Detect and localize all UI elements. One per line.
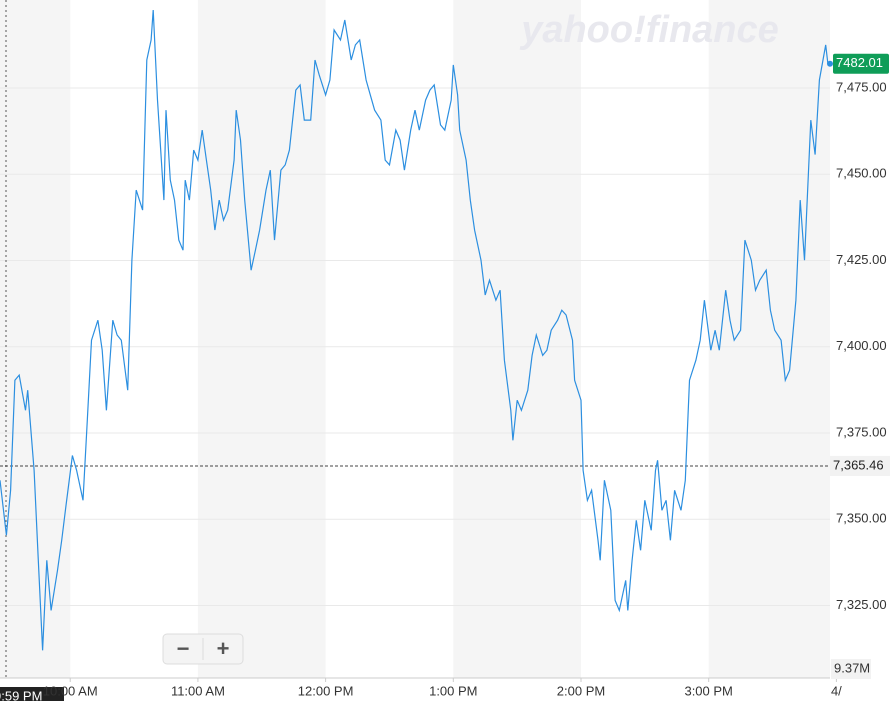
volume-max-label: 9.37M <box>834 660 870 675</box>
logo: yahoo!finance <box>519 9 779 51</box>
y-tick-label: 7,450.00 <box>836 166 887 181</box>
session-bands <box>0 0 830 678</box>
session-band <box>708 0 830 678</box>
x-tick-label: 10:00 AM <box>43 683 98 698</box>
volume-tag <box>831 659 871 679</box>
zoom-in-button[interactable]: + <box>217 636 230 661</box>
start-time-tag <box>0 687 64 701</box>
session-band <box>453 0 581 678</box>
current-tag <box>833 53 889 74</box>
y-tick-label: 7,400.00 <box>836 338 887 353</box>
previous-close-label: 7,365.46 <box>833 457 884 472</box>
zoom-out-button[interactable]: − <box>177 636 190 661</box>
x-tick-label: 11:00 AM <box>171 683 225 698</box>
grid <box>0 87 837 682</box>
price-line <box>0 9 829 651</box>
x-tick-label: 1:00 PM <box>429 683 477 698</box>
session-band <box>197 0 326 678</box>
y-tick-label: 7,425.00 <box>836 252 887 267</box>
session-band <box>0 0 71 678</box>
previous-close-tag <box>830 455 890 476</box>
start-time-label: 9:59 PM <box>0 688 42 701</box>
plot <box>0 9 833 651</box>
zoom-controls: − + <box>162 633 244 665</box>
x-tick-label: 3:00 PM <box>684 683 732 698</box>
y-tick-label: 7,325.00 <box>836 597 887 612</box>
x-tick-label: 2:00 PM <box>557 683 605 698</box>
current-label: 7482.01 <box>836 55 883 70</box>
y-tick-label: 7,475.00 <box>836 79 887 94</box>
current-dot <box>827 60 833 67</box>
x-tick-label: 4/ <box>831 683 842 698</box>
x-tick-label: 12:00 PM <box>298 683 354 698</box>
y-tick-label: 7,375.00 <box>836 424 887 439</box>
y-tick-label: 7,350.00 <box>836 511 887 526</box>
